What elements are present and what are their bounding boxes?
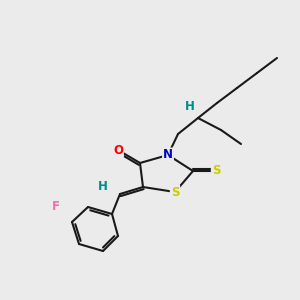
Text: H: H bbox=[185, 100, 195, 112]
Text: H: H bbox=[98, 181, 108, 194]
Text: S: S bbox=[171, 185, 179, 199]
Text: O: O bbox=[113, 143, 123, 157]
Text: F: F bbox=[52, 200, 60, 214]
Text: S: S bbox=[212, 164, 220, 178]
Text: N: N bbox=[163, 148, 173, 161]
